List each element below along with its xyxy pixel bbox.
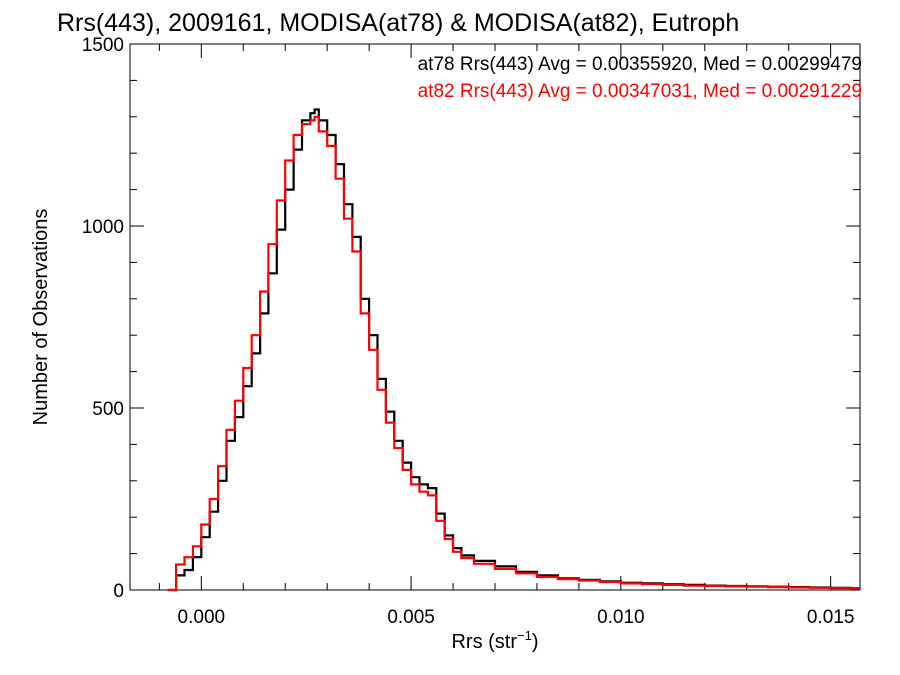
legend-entry-at78: at78 Rrs(443) Avg = 0.00355920, Med = 0.… xyxy=(418,54,862,75)
y-tick-label: 500 xyxy=(92,399,124,420)
series-layer xyxy=(167,108,860,592)
x-tick-label: 0.000 xyxy=(178,607,226,628)
plot-frame xyxy=(129,43,861,591)
y-axis-label: Number of Observations xyxy=(30,209,52,426)
x-tick-label: 0.015 xyxy=(807,607,855,628)
x-axis-label-superscript: −1 xyxy=(517,628,532,643)
x-tick-label: 0.010 xyxy=(597,607,645,628)
series-line-at78 xyxy=(167,108,860,592)
series-line-at82 xyxy=(167,115,860,592)
axis-tick-labels: 0.000 0.005 0.010 0.015 0 500 1000 1500 xyxy=(82,35,855,628)
y-tick-label: 1000 xyxy=(82,217,124,238)
x-tick-label: 0.005 xyxy=(387,607,435,628)
legend-entry-at82: at82 Rrs(443) Avg = 0.00347031, Med = 0.… xyxy=(418,81,862,102)
x-axis-label: Rrs (str−1) xyxy=(451,628,538,653)
y-tick-label: 0 xyxy=(113,581,124,602)
axis-ticks xyxy=(130,43,860,591)
y-tick-label: 1500 xyxy=(82,35,124,56)
x-axis-label-main: Rrs (str xyxy=(451,631,517,653)
chart-title: Rrs(443), 2009161, MODISA(at78) & MODISA… xyxy=(57,9,739,37)
x-axis-label-close: ) xyxy=(532,631,539,653)
